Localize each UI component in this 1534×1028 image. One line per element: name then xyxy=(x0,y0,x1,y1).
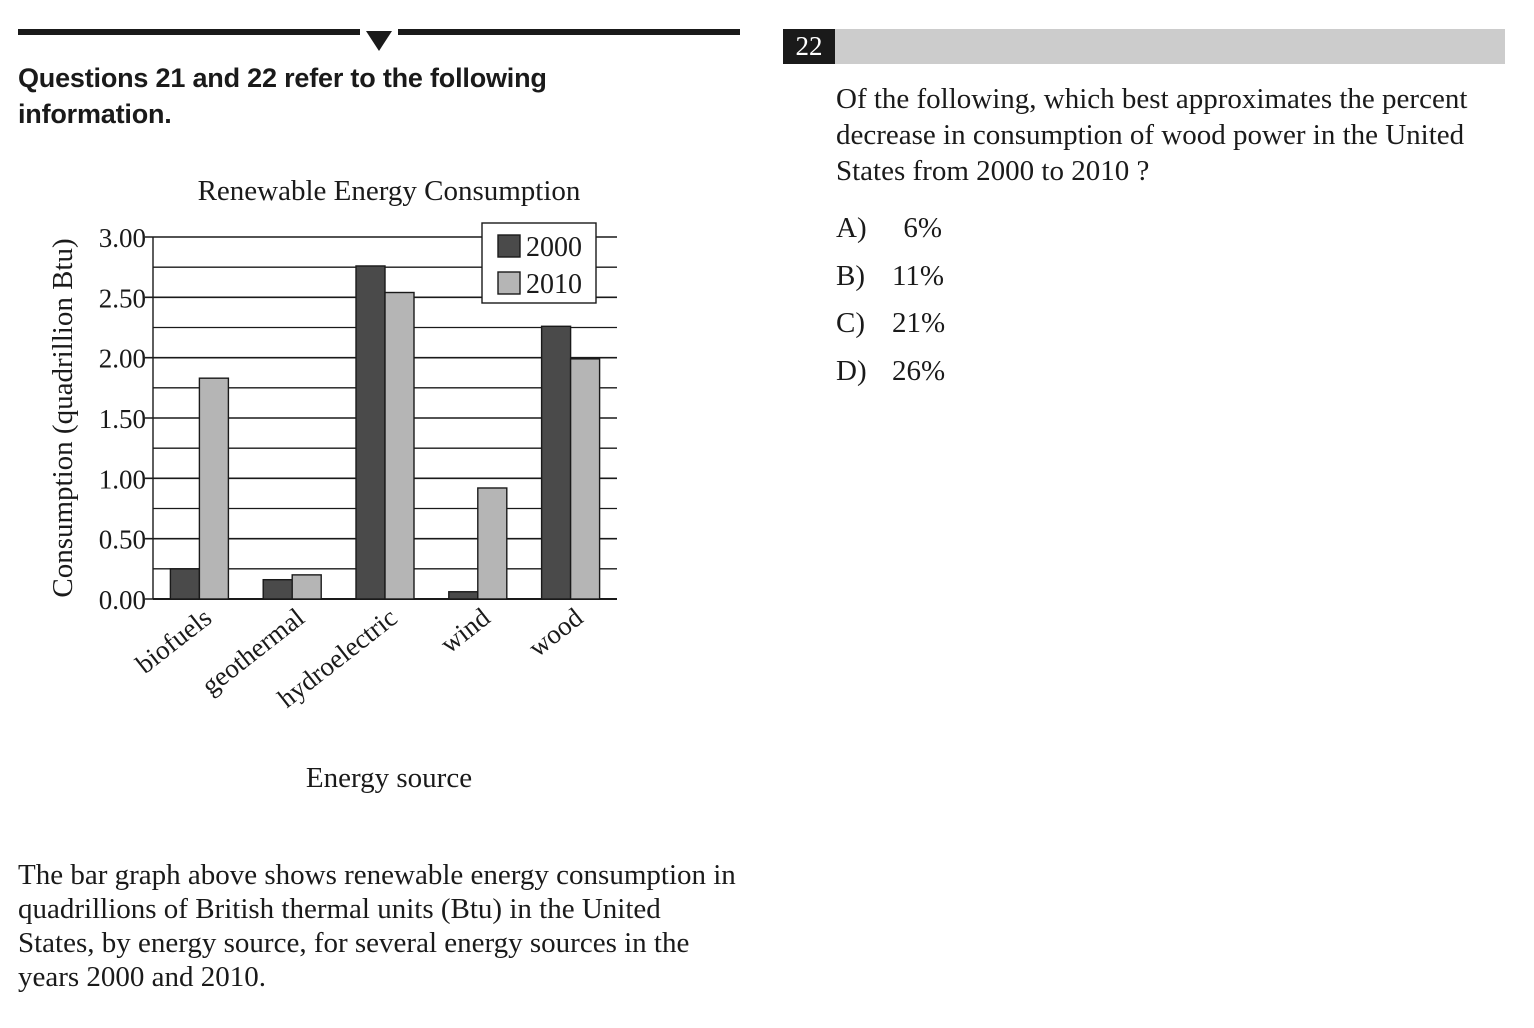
answer-choice-a[interactable]: A) 6% xyxy=(836,208,942,256)
choice-value: 26% xyxy=(892,354,946,387)
chart-y-axis-label: Consumption (quadrillion Btu) xyxy=(47,238,79,597)
chart-y-tick-label: 1.50 xyxy=(99,404,146,434)
choice-letter: D) xyxy=(836,354,867,387)
answer-choice-c[interactable]: C) 21% xyxy=(836,303,946,351)
chart-y-tick-label: 0.00 xyxy=(99,585,146,615)
choice-value: 11% xyxy=(892,259,945,292)
chart-legend-swatch-2010 xyxy=(497,271,521,295)
choice-letter: C) xyxy=(836,307,865,339)
chart-bar-wind-2010 xyxy=(477,487,508,600)
chart-bar-wind-2000 xyxy=(448,591,479,600)
chart-bar-biofuels-2010 xyxy=(198,377,230,600)
choice-letter: B) xyxy=(836,259,865,292)
chart-y-tick-label: 2.50 xyxy=(99,283,146,313)
chart-category-label-wind: wind xyxy=(434,602,495,659)
question-header-bar: 22 xyxy=(783,29,1505,64)
chart-bar-wood-2000 xyxy=(540,325,572,600)
answer-choice-b[interactable]: B) 11% xyxy=(836,256,945,304)
section-divider-left xyxy=(18,29,360,35)
chart-bar-hydroelectric-2000 xyxy=(355,265,386,600)
question-number: 22 xyxy=(783,29,835,64)
choice-value: 21% xyxy=(892,307,946,339)
questions-intro-heading: Questions 21 and 22 refer to the followi… xyxy=(18,63,547,129)
chart-y-tick-label: 3.00 xyxy=(99,223,146,253)
chart-title: Renewable Energy Consumption xyxy=(198,175,581,207)
down-arrow-marker-icon xyxy=(366,31,392,51)
answer-choices: A) 6% B) 11% C) 21% D) 26% xyxy=(836,208,946,399)
chart-bar-geothermal-2000 xyxy=(262,578,293,600)
chart-bar-geothermal-2010 xyxy=(291,574,322,600)
choice-value: 6% xyxy=(903,212,942,244)
chart-bar-biofuels-2000 xyxy=(169,568,201,600)
chart-bar-wood-2010 xyxy=(569,358,601,600)
chart-category-label-wood: wood xyxy=(523,602,589,663)
chart-legend-label-2000: 2000 xyxy=(526,232,582,263)
question-text: Of the following, which best approximate… xyxy=(836,83,1468,187)
renewable-energy-bar-chart: Renewable Energy Consumption Consumption… xyxy=(47,175,617,794)
answer-choice-d[interactable]: D) 26% xyxy=(836,351,946,399)
chart-y-tick-label: 1.00 xyxy=(99,464,146,494)
choice-letter: A) xyxy=(836,212,867,244)
chart-x-axis-label: Energy source xyxy=(306,762,472,794)
chart-legend-swatch-2000 xyxy=(497,234,521,258)
chart-bar-hydroelectric-2010 xyxy=(384,291,415,600)
section-divider-right xyxy=(398,29,740,35)
chart-description: The bar graph above shows renewable ener… xyxy=(18,859,736,993)
chart-legend-label-2010: 2010 xyxy=(526,269,582,300)
chart-y-tick-label: 2.00 xyxy=(99,344,146,374)
chart-y-tick-label: 0.50 xyxy=(99,525,146,555)
